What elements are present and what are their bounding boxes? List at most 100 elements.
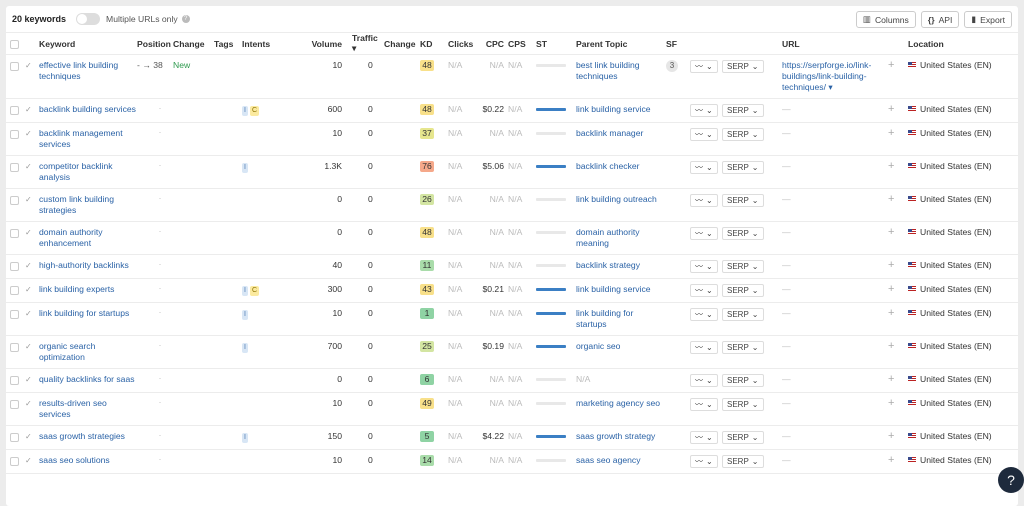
add-icon[interactable]: + (888, 59, 895, 71)
keyword-link[interactable]: backlink management services (39, 128, 123, 149)
keyword-link[interactable]: high-authority backlinks (39, 260, 129, 270)
row-checkbox[interactable] (10, 196, 19, 205)
header-tags[interactable]: Tags (214, 38, 234, 49)
row-checkbox[interactable] (10, 457, 19, 466)
row-checkbox[interactable] (10, 62, 19, 71)
trend-dropdown[interactable]: 〰 ⌄ (690, 308, 718, 321)
parent-topic-link[interactable]: organic seo (576, 341, 621, 351)
add-icon[interactable]: + (888, 454, 895, 466)
row-checkbox[interactable] (10, 130, 19, 139)
serp-dropdown[interactable]: SERP ⌄ (722, 227, 764, 240)
header-parent-topic[interactable]: Parent Topic (576, 38, 628, 49)
serp-dropdown[interactable]: SERP ⌄ (722, 260, 764, 273)
keyword-link[interactable]: competitor backlink analysis (39, 161, 113, 182)
parent-topic-link[interactable]: best link building techniques (576, 60, 640, 81)
trend-dropdown[interactable]: 〰 ⌄ (690, 161, 718, 174)
header-cps[interactable]: CPS (508, 38, 526, 49)
add-icon[interactable]: + (888, 307, 895, 319)
keyword-link[interactable]: domain authority enhancement (39, 227, 103, 248)
parent-topic-link[interactable]: saas seo agency (576, 455, 641, 465)
header-location[interactable]: Location (908, 38, 944, 49)
header-kd[interactable]: KD (420, 38, 433, 49)
add-icon[interactable]: + (888, 283, 895, 295)
keyword-link[interactable]: link building experts (39, 284, 115, 294)
header-position[interactable]: Position (137, 38, 171, 49)
add-icon[interactable]: + (888, 193, 895, 205)
multiple-urls-toggle[interactable] (76, 13, 101, 25)
serp-dropdown[interactable]: SERP ⌄ (722, 284, 764, 297)
serp-dropdown[interactable]: SERP ⌄ (722, 104, 764, 117)
help-button[interactable]: ? (998, 467, 1024, 493)
serp-dropdown[interactable]: SERP ⌄ (722, 308, 764, 321)
keyword-link[interactable]: link building for startups (39, 308, 130, 318)
trend-dropdown[interactable]: 〰 ⌄ (690, 260, 718, 273)
header-traffic-change[interactable]: Change (384, 38, 416, 49)
serp-features-count[interactable]: 3 (666, 60, 678, 72)
trend-dropdown[interactable]: 〰 ⌄ (690, 227, 718, 240)
row-checkbox[interactable] (10, 400, 19, 409)
row-checkbox[interactable] (10, 376, 19, 385)
trend-dropdown[interactable]: 〰 ⌄ (690, 284, 718, 297)
serp-dropdown[interactable]: SERP ⌄ (722, 128, 764, 141)
serp-dropdown[interactable]: SERP ⌄ (722, 398, 764, 411)
add-icon[interactable]: + (888, 430, 895, 442)
header-url[interactable]: URL (782, 38, 800, 49)
parent-topic-link[interactable]: link building for startups (576, 308, 634, 329)
trend-dropdown[interactable]: 〰 ⌄ (690, 104, 718, 117)
parent-topic-link[interactable]: backlink manager (576, 128, 644, 138)
columns-button[interactable]: ▥ Columns (855, 11, 916, 28)
keyword-link[interactable]: custom link building strategies (39, 194, 114, 215)
serp-dropdown[interactable]: SERP ⌄ (722, 194, 764, 207)
trend-dropdown[interactable]: 〰 ⌄ (690, 455, 718, 468)
add-icon[interactable]: + (888, 259, 895, 271)
add-icon[interactable]: + (888, 397, 895, 409)
trend-dropdown[interactable]: 〰 ⌄ (690, 398, 718, 411)
url[interactable]: https://serpforge.io/link-buildings/link… (782, 60, 872, 92)
row-checkbox[interactable] (10, 229, 19, 238)
parent-topic-link[interactable]: link building outreach (576, 194, 657, 204)
add-icon[interactable]: + (888, 373, 895, 385)
parent-topic-link[interactable]: marketing agency seo (576, 398, 661, 408)
trend-dropdown[interactable]: 〰 ⌄ (690, 341, 718, 354)
header-cpc[interactable]: CPC (485, 38, 504, 49)
row-checkbox[interactable] (10, 286, 19, 295)
serp-dropdown[interactable]: SERP ⌄ (722, 455, 764, 468)
header-st[interactable]: ST (536, 38, 547, 49)
header-intents[interactable]: Intents (242, 38, 271, 49)
row-checkbox[interactable] (10, 310, 19, 319)
keyword-link[interactable]: organic search optimization (39, 341, 96, 362)
serp-dropdown[interactable]: SERP ⌄ (722, 374, 764, 387)
header-traffic[interactable]: Traffic ▾ (352, 33, 378, 53)
add-icon[interactable]: + (888, 160, 895, 172)
add-icon[interactable]: + (888, 127, 895, 139)
add-icon[interactable]: + (888, 340, 895, 352)
keyword-link[interactable]: saas growth strategies (39, 431, 125, 441)
serp-dropdown[interactable]: SERP ⌄ (722, 431, 764, 444)
help-circle-icon[interactable]: ? (181, 15, 190, 23)
header-change[interactable]: Change (173, 38, 205, 49)
keyword-link[interactable]: effective link building techniques (39, 60, 119, 81)
serp-dropdown[interactable]: SERP ⌄ (722, 341, 764, 354)
header-sf[interactable]: SF (666, 38, 677, 49)
keyword-link[interactable]: quality backlinks for saas (39, 374, 135, 384)
trend-dropdown[interactable]: 〰 ⌄ (690, 60, 718, 73)
parent-topic-link[interactable]: saas growth strategy (576, 431, 656, 441)
keyword-link[interactable]: results-driven seo services (39, 398, 107, 419)
parent-topic-link[interactable]: backlink checker (576, 161, 640, 171)
parent-topic-link[interactable]: backlink strategy (576, 260, 641, 270)
keyword-link[interactable]: saas seo solutions (39, 455, 110, 465)
export-button[interactable]: ▮ Export (964, 11, 1012, 28)
add-icon[interactable]: + (888, 226, 895, 238)
parent-topic-link[interactable]: domain authority meaning (576, 227, 640, 248)
trend-dropdown[interactable]: 〰 ⌄ (690, 374, 718, 387)
trend-dropdown[interactable]: 〰 ⌄ (690, 194, 718, 207)
serp-dropdown[interactable]: SERP ⌄ (722, 161, 764, 174)
api-button[interactable]: {} API (920, 11, 960, 28)
header-keyword[interactable]: Keyword (39, 38, 76, 49)
add-icon[interactable]: + (888, 103, 895, 115)
row-checkbox[interactable] (10, 433, 19, 442)
row-checkbox[interactable] (10, 106, 19, 115)
keyword-link[interactable]: backlink building services (39, 104, 136, 114)
header-volume[interactable]: Volume (311, 38, 342, 49)
header-clicks[interactable]: Clicks (448, 38, 474, 49)
